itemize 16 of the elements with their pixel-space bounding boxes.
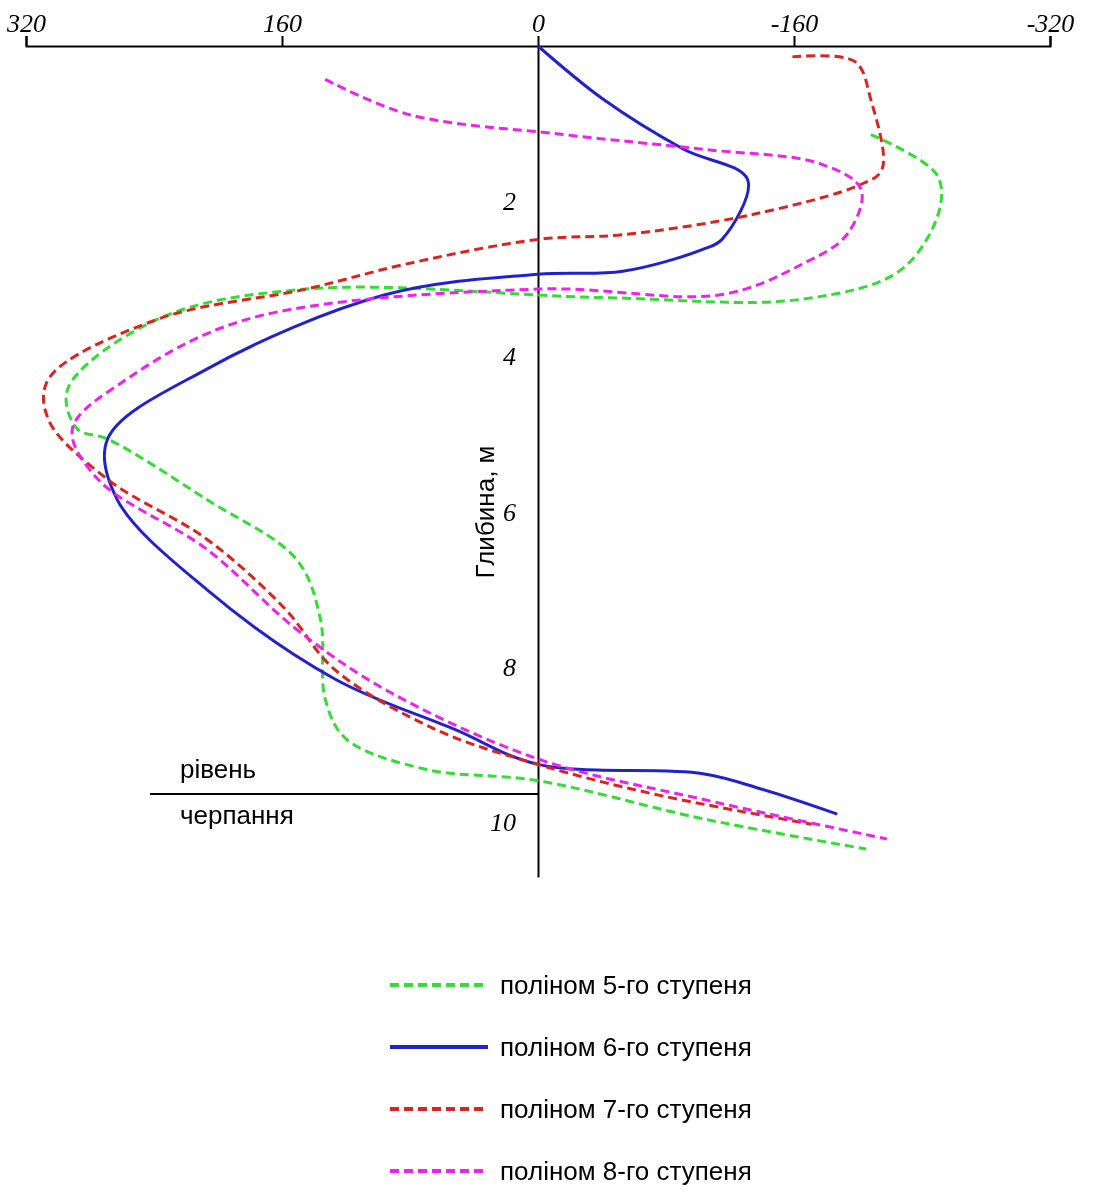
legend-label: поліном 6-го ступеня	[500, 1032, 752, 1062]
legend-label: поліном 5-го ступеня	[500, 970, 752, 1000]
y-tick-label: 10	[490, 808, 516, 838]
x-tick-label: 320	[6, 9, 46, 38]
y-tick-label: 2	[503, 187, 516, 217]
y-tick-label: 4	[503, 342, 516, 372]
x-tick-label: -160	[770, 9, 819, 38]
y-tick-label: 8	[503, 653, 516, 683]
legend-label: поліном 7-го ступеня	[500, 1094, 752, 1124]
legend-label: поліном 8-го ступеня	[500, 1156, 752, 1186]
ref-line-label: рівень черпання	[180, 753, 294, 830]
x-tick-label: -320	[1026, 9, 1075, 38]
x-tick-label: 0	[532, 9, 545, 38]
y-tick-label: 6	[503, 497, 516, 527]
x-tick-label: 160	[263, 9, 302, 38]
y-axis-title: Глибина, м	[470, 445, 500, 579]
